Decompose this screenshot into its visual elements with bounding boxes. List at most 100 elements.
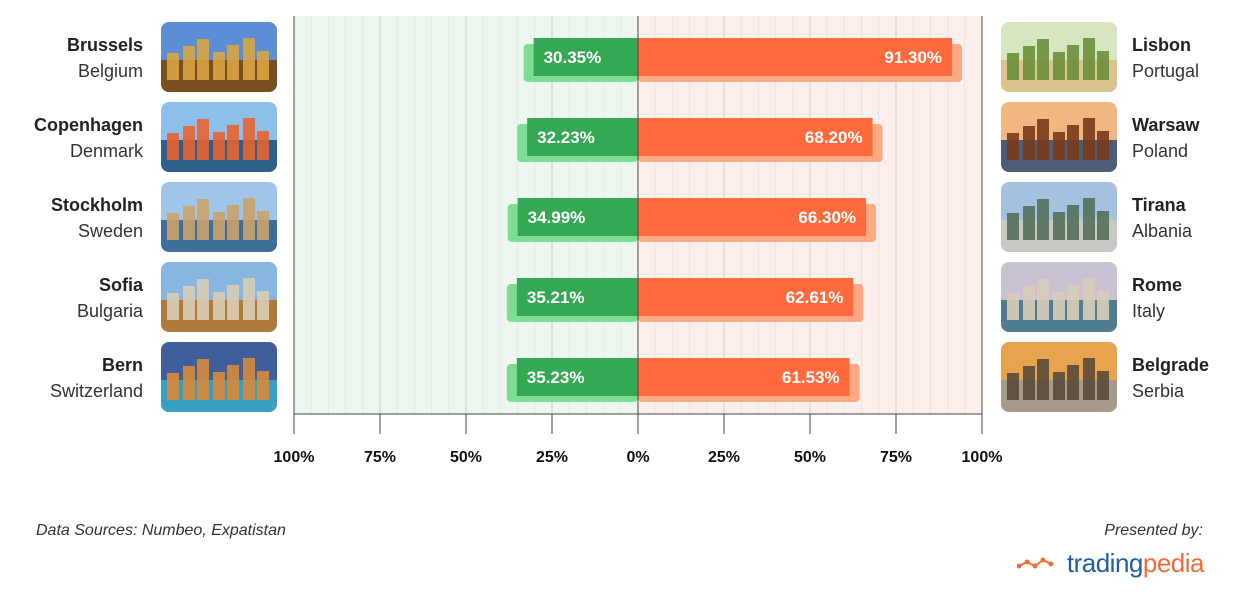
country-name: Poland <box>1132 141 1189 161</box>
building <box>1097 291 1109 320</box>
city-row-left: Bern Switzerland <box>0 342 143 412</box>
building <box>227 125 239 160</box>
building <box>1097 371 1109 400</box>
city-name: Rome <box>1132 275 1183 295</box>
building <box>1083 38 1095 80</box>
building <box>1007 53 1019 80</box>
building <box>1037 119 1049 160</box>
city-name: Bern <box>101 355 143 375</box>
building <box>227 45 239 80</box>
city-name: Warsaw <box>1132 115 1200 135</box>
bar-left-0 <box>533 38 638 76</box>
country-name: Bulgaria <box>76 301 143 321</box>
copenhagen-photo <box>161 102 277 172</box>
building <box>167 213 179 240</box>
x-tick-label: 25% <box>708 449 740 466</box>
building <box>1007 213 1019 240</box>
x-tick-label: 0% <box>626 449 649 466</box>
building <box>243 278 255 320</box>
brand-text-pedia: pedia <box>1142 547 1205 578</box>
bar-right-3 <box>638 278 854 316</box>
building <box>1037 39 1049 80</box>
building <box>257 51 269 80</box>
building <box>1007 293 1019 320</box>
building <box>1083 118 1095 160</box>
country-name: Serbia <box>1132 381 1185 401</box>
bar-right-2 <box>638 198 867 236</box>
building <box>1053 212 1065 240</box>
building <box>227 205 239 240</box>
building <box>1097 131 1109 160</box>
bar-left-1 <box>527 118 638 156</box>
building <box>213 132 225 160</box>
city-name: Copenhagen <box>33 115 143 135</box>
building <box>197 279 209 320</box>
data-label-left: 30.35% <box>544 48 602 67</box>
building <box>243 38 255 80</box>
city-photo-image <box>1001 102 1117 172</box>
building <box>1023 286 1035 320</box>
city-row-right: Rome Italy <box>1132 262 1232 332</box>
country-name: Italy <box>1132 301 1166 321</box>
city-photo-image <box>1001 22 1117 92</box>
data-label-right: 61.53% <box>782 368 840 387</box>
city-photo-image <box>161 342 277 412</box>
building <box>1023 366 1035 400</box>
building <box>1037 279 1049 320</box>
data-label-left: 34.99% <box>528 208 586 227</box>
rome-photo <box>1001 262 1117 332</box>
x-tick-label: 75% <box>880 449 912 466</box>
data-label-right: 91.30% <box>884 48 942 67</box>
building <box>1067 45 1079 80</box>
bar-left-4 <box>516 358 638 396</box>
country-name: Sweden <box>77 221 143 241</box>
country-name: Denmark <box>69 141 143 161</box>
city-photo-image <box>1001 182 1117 252</box>
building <box>1007 373 1019 400</box>
building <box>1067 205 1079 240</box>
data-label-right: 66.30% <box>798 208 856 227</box>
data-label-left: 35.21% <box>527 288 585 307</box>
city-row-left: Brussels Belgium <box>0 22 143 92</box>
building <box>257 211 269 240</box>
building <box>1097 51 1109 80</box>
building <box>183 126 195 160</box>
city-photo-image <box>1001 342 1117 412</box>
building <box>1083 278 1095 320</box>
lisbon-photo <box>1001 22 1117 92</box>
building <box>257 131 269 160</box>
building <box>257 291 269 320</box>
building <box>227 365 239 400</box>
tradingpedia-logo: trading pedia <box>1016 547 1205 578</box>
bar-left-2 <box>517 198 638 236</box>
belgrade-photo <box>1001 342 1117 412</box>
tirana-photo <box>1001 182 1117 252</box>
building <box>183 46 195 80</box>
building <box>213 52 225 80</box>
data-label-right: 62.61% <box>786 288 844 307</box>
city-photo-image <box>1001 262 1117 332</box>
building <box>227 285 239 320</box>
bern-photo <box>161 342 277 412</box>
building <box>167 373 179 400</box>
city-row-left: Stockholm Sweden <box>0 182 143 252</box>
building <box>213 212 225 240</box>
x-tick-label: 100% <box>274 449 315 466</box>
building <box>1083 198 1095 240</box>
building <box>213 292 225 320</box>
country-name: Belgium <box>77 61 143 81</box>
building <box>243 358 255 400</box>
x-tick-label: 75% <box>364 449 396 466</box>
data-label-right: 68.20% <box>805 128 863 147</box>
building <box>197 359 209 400</box>
city-row-right: Lisbon Portugal <box>1132 22 1232 92</box>
building <box>1053 52 1065 80</box>
building <box>1053 132 1065 160</box>
building <box>197 39 209 80</box>
city-name: Belgrade <box>1132 355 1210 375</box>
building <box>1067 285 1079 320</box>
bar-right-4 <box>638 358 850 396</box>
building <box>1067 365 1079 400</box>
city-name: Brussels <box>66 35 143 55</box>
